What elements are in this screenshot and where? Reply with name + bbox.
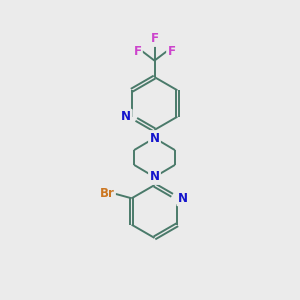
Text: N: N — [149, 170, 160, 184]
Text: Br: Br — [100, 187, 115, 200]
Text: F: F — [151, 32, 158, 46]
Text: F: F — [134, 44, 141, 58]
Text: N: N — [121, 110, 131, 123]
Text: N: N — [178, 192, 188, 205]
Text: N: N — [149, 131, 160, 145]
Text: F: F — [168, 44, 176, 58]
